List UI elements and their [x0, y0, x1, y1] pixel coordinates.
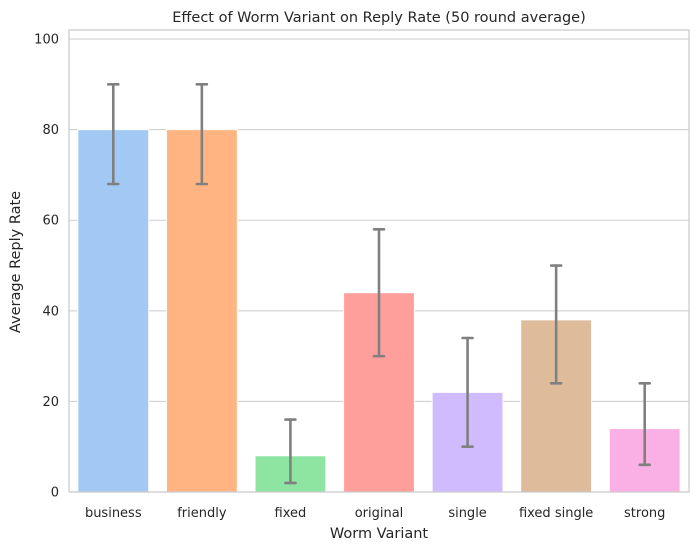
- error-bar-strong: [638, 381, 652, 467]
- x-tick-label: strong: [624, 506, 665, 521]
- bar-friendly: [165, 129, 238, 493]
- error-bar-friendly: [195, 83, 209, 186]
- x-tick-label: fixed: [275, 506, 307, 521]
- x-tick-label: original: [355, 506, 404, 521]
- y-tick-label: 40: [42, 304, 59, 319]
- y-axis-label: Average Reply Rate: [8, 191, 24, 333]
- error-bar-fixed-single: [549, 264, 563, 385]
- y-tick-label: 60: [42, 214, 59, 229]
- error-bar-fixed: [284, 418, 297, 485]
- y-tick-label: 20: [42, 395, 59, 410]
- y-tick-label: 100: [34, 33, 59, 48]
- x-tick-label: business: [85, 506, 142, 521]
- y-tick-label: 80: [42, 123, 59, 138]
- y-tick-labels: 0 20 40 60 80 100: [34, 33, 59, 501]
- x-tick-label: friendly: [177, 506, 227, 521]
- x-axis-label: Worm Variant: [330, 526, 429, 542]
- x-tick-label: single: [448, 506, 487, 521]
- error-bar-single: [461, 336, 474, 449]
- x-tick-labels: business friendly fixed original single fixed…: [85, 506, 665, 521]
- error-bar-business: [106, 83, 120, 186]
- plot-frame: [68, 29, 690, 493]
- error-bars: [106, 83, 652, 485]
- y-tick-label: 0: [51, 486, 59, 501]
- chart-title: Effect of Worm Variant on Reply Rate (50…: [172, 10, 586, 26]
- x-tick-label: fixed single: [519, 506, 593, 521]
- error-bar-original: [372, 227, 386, 358]
